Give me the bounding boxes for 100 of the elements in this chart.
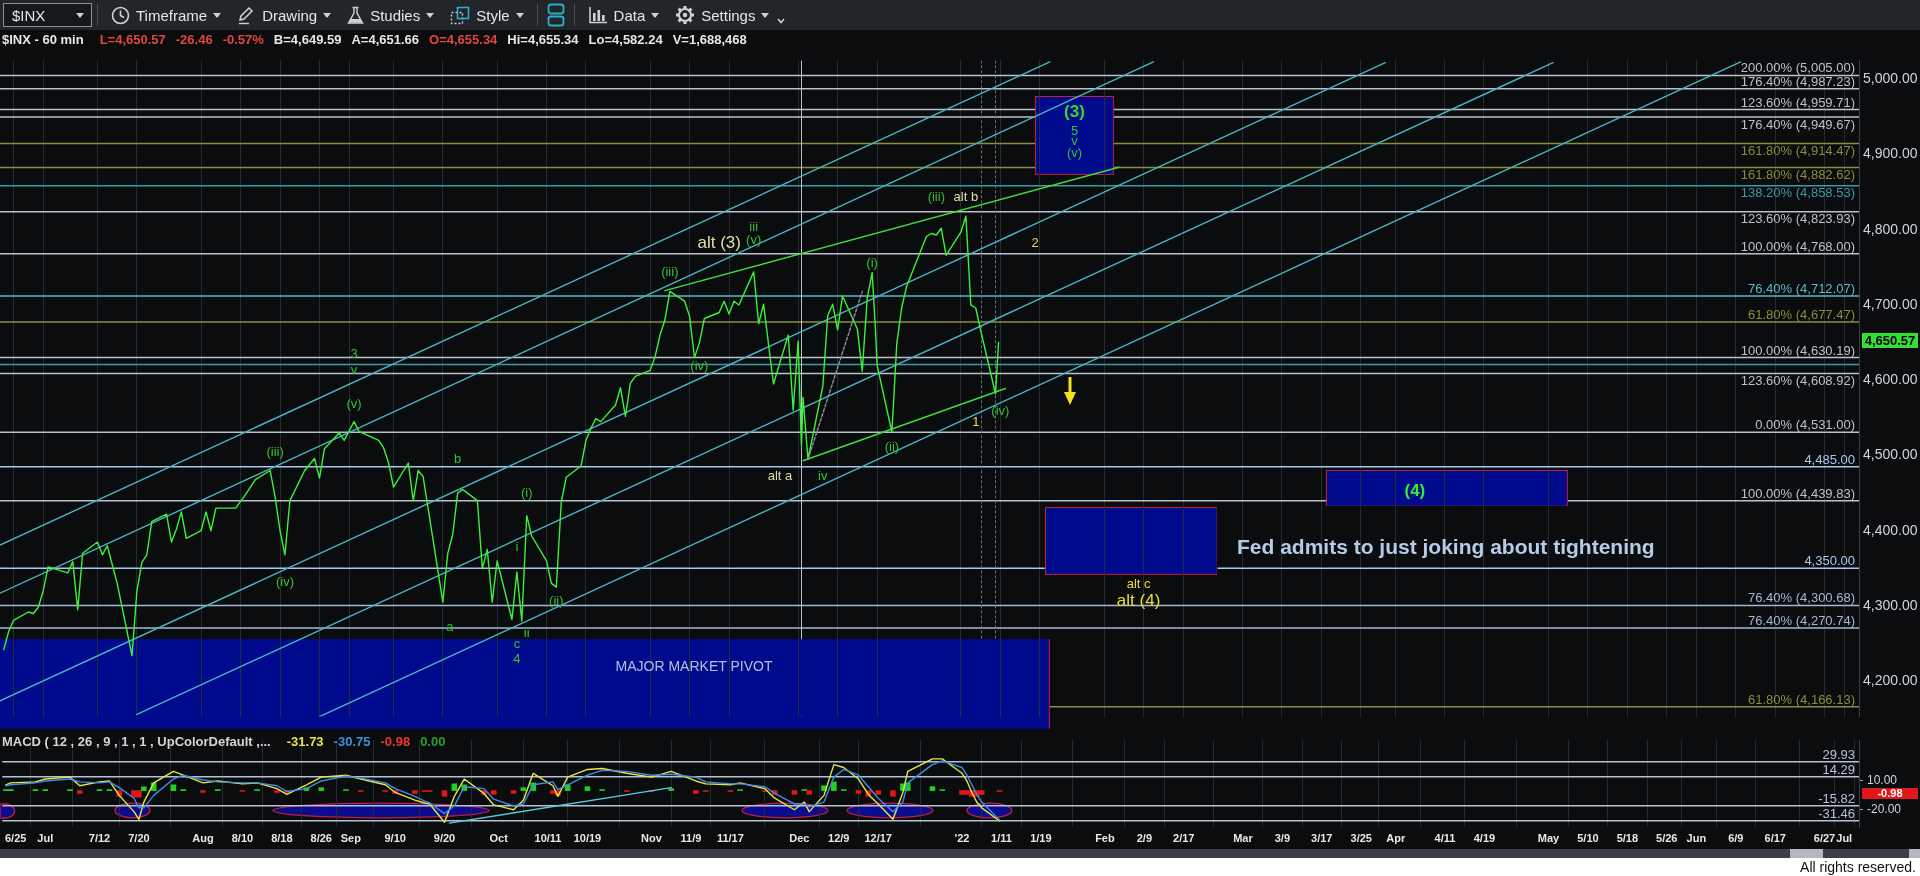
x-tick-label: Apr (1386, 831, 1406, 844)
x-tick-label: 4/11 (1434, 831, 1456, 844)
x-tick-label: 7/12 (88, 831, 111, 844)
x-tick-label: 10/19 (573, 831, 602, 844)
annotation: alt c (1126, 575, 1151, 591)
annotation: alt (4) (1116, 590, 1161, 610)
text: -0.57% (222, 31, 264, 47)
ref-line-label: 138.20% (4,858.53) (1740, 185, 1855, 201)
x-tick-label: Jul (37, 831, 54, 844)
annotation: iv (818, 467, 828, 483)
text: Hi=4,655.34 (507, 31, 579, 47)
x-tick-label: May (1537, 831, 1561, 844)
annotation: Fed admits to just joking about tightening (1237, 534, 1655, 558)
ref-line-label: 76.40% (4,270.74) (1748, 613, 1855, 628)
ref-line-label: -31.46 (1818, 805, 1855, 821)
annotation: (3) (1064, 101, 1085, 121)
text: Drawing (262, 6, 318, 24)
x-tick-label: 3/25 (1350, 831, 1372, 844)
y-tick-label: 4,500.00 (1863, 446, 1918, 463)
ref-line-label: 4,485.00 (1804, 451, 1855, 467)
x-tick-label: 3/9 (1274, 831, 1290, 844)
y-tick-label: 4,200.00 (1863, 672, 1918, 689)
annotation: b (454, 450, 462, 466)
x-tick-label: 1/19 (1030, 831, 1052, 844)
annotation: i (515, 538, 519, 553)
x-tick-label: Feb (1095, 831, 1115, 844)
x-tick-label: Sep (340, 831, 362, 844)
x-tick-label: 2/9 (1136, 831, 1152, 844)
ref-line-label: 161.80% (4,914.47) (1740, 143, 1855, 159)
ref-line-label: 161.80% (4,882.62) (1740, 167, 1855, 183)
annotation: 2 (1031, 234, 1039, 250)
x-tick-label: Jul (1836, 831, 1853, 844)
ref-line-label: 61.80% (4,166.13) (1748, 691, 1855, 707)
y-tick-label: 4,700.00 (1863, 295, 1918, 312)
x-tick-label: 2/17 (1173, 831, 1195, 844)
x-tick-label: Nov (641, 831, 663, 844)
ref-line-label: 29.93 (1822, 746, 1855, 762)
x-tick-label: 6/9 (1728, 831, 1744, 844)
x-tick-label: Oct (489, 831, 509, 844)
ref-line-label: 123.60% (4,823.93) (1740, 211, 1855, 227)
annotation: 3 (350, 345, 358, 361)
x-tick-label: 12/9 (828, 831, 850, 844)
ref-line-label: 61.80% (4,677.47) (1748, 306, 1855, 322)
annotation: (ii) (884, 438, 900, 454)
ref-line-label: 176.40% (4,949.67) (1740, 116, 1855, 132)
x-tick-label: 11/9 (680, 831, 702, 844)
ref-line-label: 14.29 (1822, 761, 1855, 777)
annotation: (i) (866, 254, 878, 270)
x-tick-label: 10/11 (534, 831, 562, 844)
annotation: -0.98 (380, 733, 411, 749)
x-tick-label: Mar (1233, 831, 1254, 844)
text: Lo=4,582.24 (588, 31, 663, 47)
annotation: (v) (346, 395, 362, 411)
symbol-field: $INX (3, 3, 92, 27)
annotation: ii (523, 624, 530, 640)
text: Settings (701, 6, 756, 24)
x-tick-label: 12/17 (864, 831, 892, 844)
text: V=1,688,468 (672, 31, 747, 47)
text: Studies (370, 6, 421, 24)
annotation: MAJOR MARKET PIVOT (615, 658, 773, 674)
y-tick-label: 4,800.00 (1863, 220, 1918, 237)
ref-line-label: 100.00% (4,768.00) (1740, 238, 1855, 254)
x-tick-label: 8/26 (310, 831, 332, 844)
ref-line-label: 0.00% (4,531.00) (1755, 417, 1855, 433)
annotation: (4) (1404, 480, 1426, 500)
annotation: -31.73 (286, 733, 324, 749)
annotation: (v) (746, 231, 762, 247)
ref-line-label: 4,350.00 (1804, 553, 1855, 569)
text: Timeframe (136, 6, 208, 24)
x-tick-label: 5/10 (1577, 831, 1599, 844)
x-tick-label: 1/11 (991, 831, 1012, 844)
text: Style (476, 6, 510, 24)
ref-line-label: 100.00% (4,630.19) (1740, 342, 1855, 358)
annotation: iii (749, 218, 759, 234)
x-tick-label: Dec (789, 831, 810, 844)
annotation: (iii) (927, 188, 945, 204)
ref-line-label: 76.40% (4,712.07) (1748, 280, 1855, 296)
annotation: (ii) (549, 592, 564, 608)
y-tick-label: -20.00 (1867, 802, 1902, 817)
x-tick-label: 8/10 (231, 831, 254, 844)
x-tick-label: Aug (192, 831, 214, 844)
x-tick-label: 11/17 (716, 831, 744, 844)
x-tick-label: 4/19 (1473, 831, 1496, 844)
x-tick-label: 5/26 (1656, 831, 1678, 844)
annotation: 0.00 (420, 733, 446, 749)
y-tick-label: 4,900.00 (1863, 145, 1918, 162)
text: A=4,651.66 (351, 31, 420, 47)
ref-line-label: 100.00% (4,439.83) (1740, 485, 1855, 501)
x-tick-label: Jun (1686, 831, 1707, 844)
annotation: 1 (972, 413, 980, 429)
y-tick-label: 5,000.00 (1863, 70, 1918, 87)
annotation: (iv) (991, 402, 1010, 418)
x-tick-label: 3/17 (1311, 831, 1333, 844)
text: Data (613, 6, 646, 24)
annotation: (iii) (661, 263, 679, 279)
chart-title: MACD ( 12 , 26 , 9 , 1 , 1 , UpColorDefault ,... (2, 733, 271, 749)
x-tick-label: 8/18 (271, 831, 293, 844)
text: All rights reserved. (1800, 859, 1916, 875)
text: 4,650.57 (1862, 333, 1918, 348)
text: B=4,649.59 (273, 31, 342, 47)
